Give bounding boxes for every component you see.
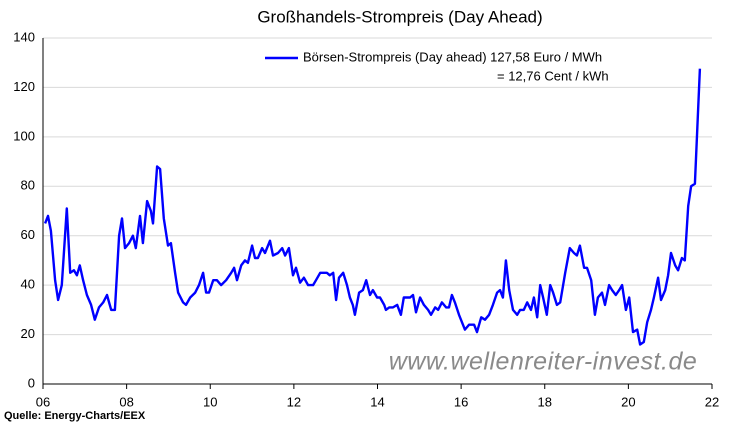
y-tick-label: 20: [21, 326, 35, 341]
y-tick-label: 120: [13, 79, 35, 94]
x-tick-label: 18: [538, 394, 552, 409]
watermark: www.wellenreiter-invest.de: [389, 348, 698, 376]
legend-label: Börsen-Strompreis (Day ahead) 127,58 Eur…: [303, 49, 602, 64]
price-line: [43, 68, 702, 346]
legend-note: = 12,76 Cent / kWh: [497, 68, 609, 83]
x-tick-label: 06: [36, 394, 50, 409]
x-tick-label: 10: [203, 394, 217, 409]
x-tick-label: 16: [454, 394, 468, 409]
y-tick-label: 80: [21, 178, 35, 193]
x-tick-label: 22: [705, 394, 719, 409]
y-tick-label: 100: [13, 128, 35, 143]
y-tick-label: 140: [13, 29, 35, 44]
y-tick-label: 0: [28, 375, 35, 390]
y-tick-label: 60: [21, 227, 35, 242]
y-tick-label: 40: [21, 277, 35, 292]
x-tick-label: 14: [370, 394, 384, 409]
source-note: Quelle: Energy-Charts/EEX: [4, 410, 146, 422]
x-tick-label: 12: [287, 394, 301, 409]
x-tick-label: 08: [119, 394, 133, 409]
chart-title: Großhandels-Strompreis (Day Ahead): [257, 7, 542, 26]
x-tick-label: 20: [621, 394, 635, 409]
